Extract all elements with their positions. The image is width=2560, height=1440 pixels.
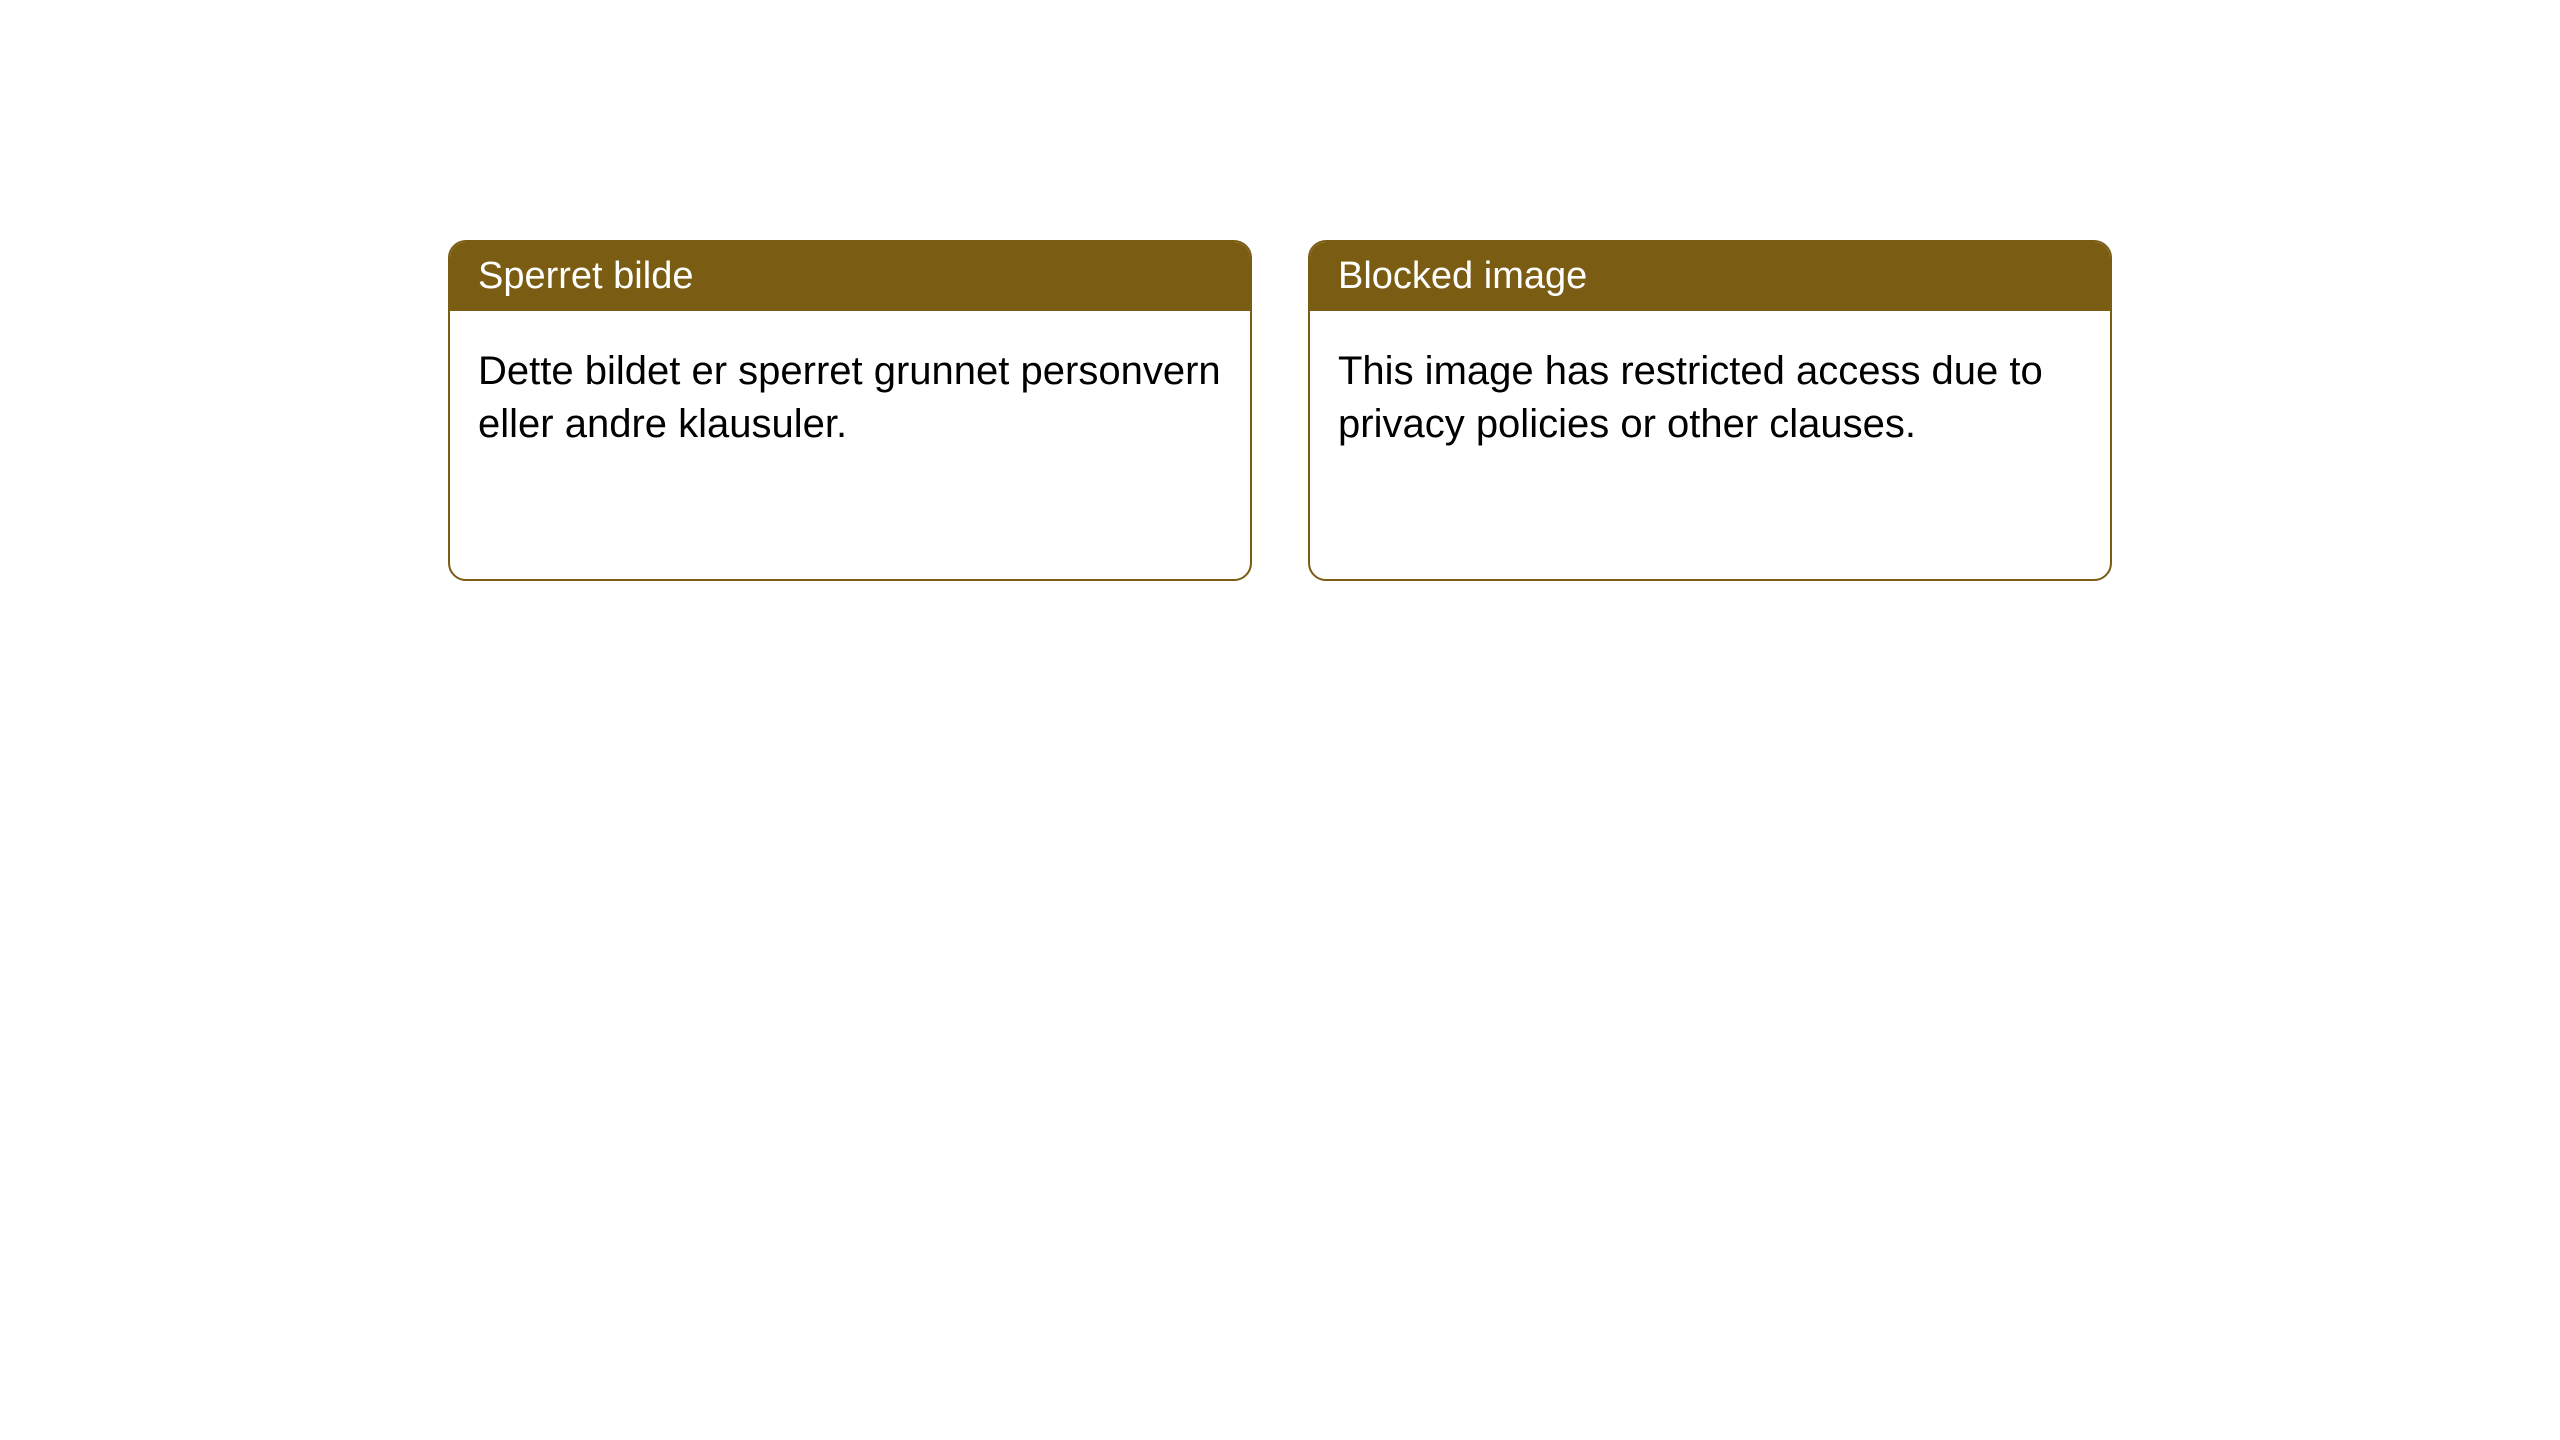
notice-body-norwegian: Dette bildet er sperret grunnet personve… <box>450 311 1250 579</box>
notice-title-english: Blocked image <box>1310 242 2110 311</box>
notice-card-norwegian: Sperret bilde Dette bildet er sperret gr… <box>448 240 1252 581</box>
notice-container: Sperret bilde Dette bildet er sperret gr… <box>0 0 2560 581</box>
notice-body-english: This image has restricted access due to … <box>1310 311 2110 579</box>
notice-card-english: Blocked image This image has restricted … <box>1308 240 2112 581</box>
notice-title-norwegian: Sperret bilde <box>450 242 1250 311</box>
